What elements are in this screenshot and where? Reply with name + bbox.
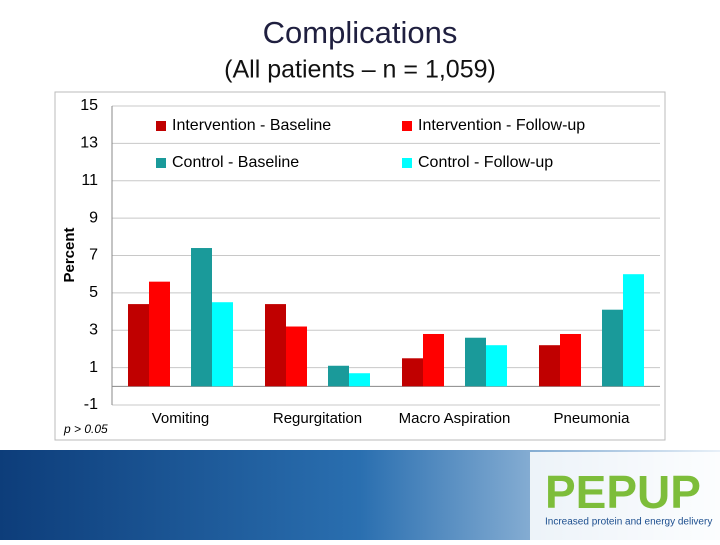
bar xyxy=(623,274,644,387)
chart-title: Complications xyxy=(263,15,458,50)
x-tick-label: Regurgitation xyxy=(273,410,362,427)
x-tick-label: Macro Aspiration xyxy=(399,410,511,427)
bar xyxy=(191,248,212,387)
y-axis-label: Percent xyxy=(61,227,78,282)
y-tick-label: 11 xyxy=(81,172,98,189)
y-tick-label: 13 xyxy=(80,135,98,152)
bar xyxy=(465,337,486,387)
legend-swatch xyxy=(402,121,412,131)
bar xyxy=(486,345,507,387)
bar xyxy=(286,326,307,387)
legend-swatch xyxy=(156,121,166,131)
chart-frame xyxy=(54,91,666,441)
bar xyxy=(539,345,560,387)
logo-bg xyxy=(530,452,720,540)
logo: PEPUP xyxy=(545,466,701,518)
legend-swatch xyxy=(156,158,166,168)
y-tick-label: 1 xyxy=(89,359,98,376)
bar xyxy=(349,373,370,387)
bar xyxy=(265,304,286,387)
bar xyxy=(402,358,423,387)
bar xyxy=(212,302,233,387)
chart-subtitle: (All patients – n = 1,059) xyxy=(224,56,496,84)
x-tick-label: Vomiting xyxy=(152,410,210,427)
y-tick-label: 5 xyxy=(89,284,98,301)
legend-label: Intervention - Follow-up xyxy=(418,117,585,134)
y-tick-label: 15 xyxy=(80,97,98,114)
y-tick-label: 3 xyxy=(89,321,98,338)
bar xyxy=(128,304,149,387)
y-tick-label: -1 xyxy=(84,396,98,413)
bar xyxy=(602,309,623,387)
bar xyxy=(423,333,444,387)
bar xyxy=(149,281,170,387)
legend-label: Intervention - Baseline xyxy=(172,117,331,134)
x-tick-label: Pneumonia xyxy=(554,410,631,427)
bar xyxy=(560,333,581,387)
legend-swatch xyxy=(402,158,412,168)
y-tick-label: 7 xyxy=(89,247,98,264)
legend-label: Control - Follow-up xyxy=(418,154,553,171)
legend-label: Control - Baseline xyxy=(172,154,299,171)
logo-tagline: Increased protein and energy delivery xyxy=(545,517,712,528)
annotation: p > 0.05 xyxy=(63,422,108,436)
y-tick-label: 9 xyxy=(89,209,98,226)
bar xyxy=(328,365,349,387)
